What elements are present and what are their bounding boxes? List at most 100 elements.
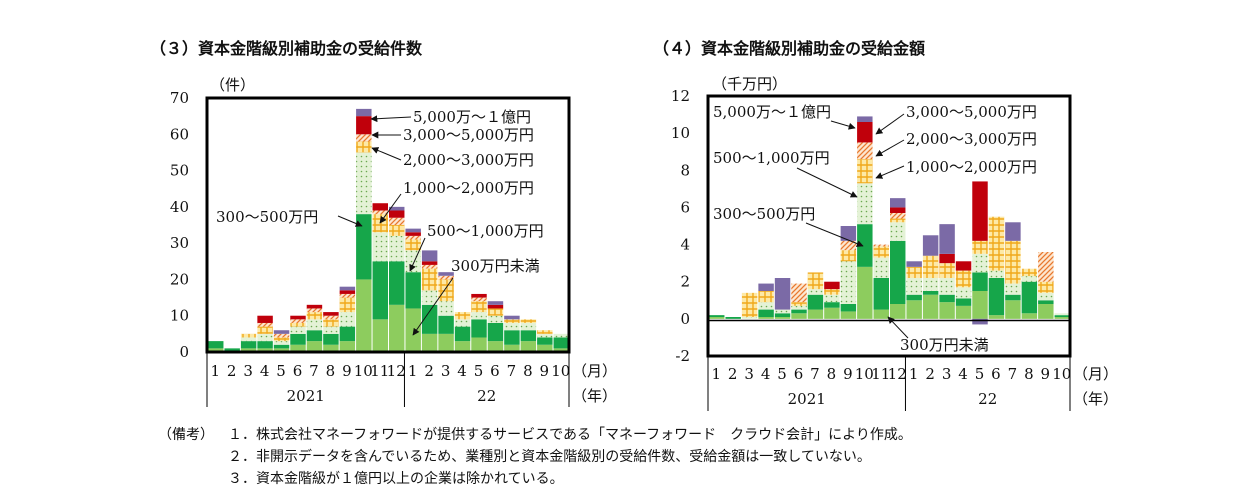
chart1-bar-m14-s4: [421, 268, 438, 291]
chart2-bar-m6-s1: [791, 313, 807, 319]
chart2-bar-m14-s4: [922, 255, 939, 278]
chart1-bar-m5-s4: [273, 337, 290, 342]
chart2-bar-m8-s3: [824, 294, 840, 303]
chart1-bar-m20-s4: [520, 319, 537, 323]
chart2-bar-m19-s4: [1005, 240, 1021, 284]
chart1-bar-m18-s1: [487, 341, 504, 352]
chart1-bar-m7-s1: [306, 341, 323, 352]
chart2-label-300-500: 300〜500万円: [713, 205, 815, 223]
chart1-bar-m9-s3: [339, 312, 356, 327]
chart2-bar-m9-s1: [840, 311, 857, 319]
chart1-y-unit: （件）: [210, 76, 255, 94]
chart2-ytick-4: 6: [680, 198, 690, 216]
chart1-bar-m4-s3: [257, 333, 273, 342]
note-row-3: ３．資本金階級が１億円以上の企業は除かれている。: [158, 468, 1238, 490]
chart2-bar-m13-s1: [906, 300, 922, 319]
chart2-bar-m22-s3: [1054, 313, 1070, 316]
chart2-bar-m10-s2: [857, 224, 873, 267]
chart2-month-unit: （月）: [1073, 365, 1118, 383]
chart2-bar-m4-s3: [758, 302, 774, 310]
chart2-bar-m2-s2: [725, 317, 741, 319]
chart1-bar-m4-s6: [257, 315, 273, 323]
chart1-bar-m7-s3: [306, 319, 323, 331]
chart1-bar-m10-s5: [356, 134, 372, 142]
chart1-bar-m11-s3: [372, 232, 388, 262]
chart2-bar-m11-s1: [873, 309, 889, 319]
chart1-month-4: 4: [260, 362, 270, 380]
chart1-bar-m19-s1: [504, 344, 520, 352]
chart1-annotations: 5,000万〜１億円 3,000〜5,000万円 2,000〜3,000万円 1…: [216, 108, 544, 336]
chart1-label-500-1000: 500〜1,000万円: [427, 222, 544, 240]
chart2-bar-m4-s2: [758, 309, 774, 317]
note-item-3: ３．資本金階級が１億円以上の企業は除かれている。: [228, 471, 564, 487]
chart1-bar-m6-s5: [290, 319, 306, 323]
chart1-bar-m20-s1: [520, 341, 537, 352]
chart2-bar-m13-s7: [906, 261, 922, 267]
chart1-bar-m18-s2: [487, 322, 504, 342]
chart2-bar-m15-s6: [939, 253, 955, 264]
chart1-ytick-5: 50: [170, 162, 189, 180]
chart2-month-7: 7: [810, 365, 820, 383]
chart2-year-labels: 2021 22: [707, 356, 1071, 411]
chart2-bar-m15-s7: [939, 224, 955, 254]
chart2-bar-m8-s4: [824, 289, 840, 295]
chart2-label-1000: 1,000〜2,000万円: [906, 158, 1037, 176]
chart1-label-1000: 1,000〜2,000万円: [403, 179, 534, 197]
chart1-bar-m12-s3: [389, 235, 405, 262]
chart1-bar-m5-s7: [273, 330, 290, 334]
chart2-bar-m12-s6: [890, 207, 906, 213]
chart2-title: （４）資本金階級別補助金の受給金額: [653, 39, 925, 58]
chart2-month-15: 3: [942, 365, 952, 383]
chart1-bar-m8-s6: [323, 312, 339, 316]
chart2-bar-m16-s6: [955, 261, 972, 271]
chart1-month-22: 10: [551, 362, 570, 380]
chart1-bar-m3-s4: [240, 333, 257, 338]
chart1-ytick-2: 20: [170, 270, 189, 288]
chart2-month-2: 2: [728, 365, 738, 383]
chart2-bar-m12-s2: [890, 240, 906, 304]
chart1-bar-m16-s4: [454, 312, 471, 320]
chart1-bar-m14-s2: [421, 304, 438, 334]
chart2-bar-m17-s6: [972, 181, 988, 241]
chart1-bar-m3-s1: [240, 348, 257, 352]
chart2-bar-m14-s7: [922, 235, 939, 256]
chart2-bar-m17-s1: [972, 291, 988, 319]
chart2-arrow-300: [887, 316, 909, 339]
chart2-year-2: 22: [978, 390, 997, 408]
chart1-bar-m4-s2: [257, 341, 273, 349]
chart2-bar-m10-s4: [857, 159, 873, 184]
chart2-bar-m8-s2: [824, 302, 840, 308]
chart2-bar-m21-s3: [1038, 292, 1054, 301]
chart2-bar-m1-s1: [709, 317, 725, 319]
chart2-bar-m6-s4: [791, 302, 807, 306]
chart1-bar-m11-s6: [372, 203, 388, 211]
chart1-bar-m21-s1: [537, 344, 553, 352]
chart2-bar-m11-s2: [873, 278, 889, 310]
chart1-bar-m17-s5: [471, 297, 487, 302]
chart1-bar-m13-s6: [405, 232, 421, 236]
chart2-bar-m14-s3: [922, 278, 939, 291]
chart2-month-8: 8: [827, 365, 837, 383]
chart2-bar-m1-s2: [709, 315, 725, 317]
chart2-arrow-1000: [875, 165, 905, 179]
chart1-bar-m22-s1: [553, 348, 569, 352]
chart1-arrow-1000: [379, 193, 402, 224]
chart1-month-11: 11: [370, 362, 389, 380]
chart2-arrow-300-500: [805, 222, 864, 247]
chart1-bar-m14-s6: [421, 261, 438, 265]
chart1-year-2: 22: [477, 387, 496, 405]
chart2-month-6: 6: [794, 365, 804, 383]
chart2-bar-m4-s7: [758, 283, 774, 291]
chart1-bar-m17-s1: [471, 337, 487, 352]
chart1-year-unit: （年）: [572, 387, 617, 405]
chart2-arrow-5000: [830, 120, 856, 130]
chart2-arrow-500-1000: [796, 167, 858, 198]
chart1-bar-m12-s2: [389, 261, 405, 305]
chart1-bar-m14-s1: [421, 333, 438, 352]
chart1-month-5: 5: [276, 362, 286, 380]
chart1-bar-m4-s4: [257, 326, 273, 334]
chart2-bar-m8-s1: [824, 307, 840, 319]
chart1-month-7: 7: [309, 362, 319, 380]
chart2-bar-m13-s3: [906, 278, 922, 295]
